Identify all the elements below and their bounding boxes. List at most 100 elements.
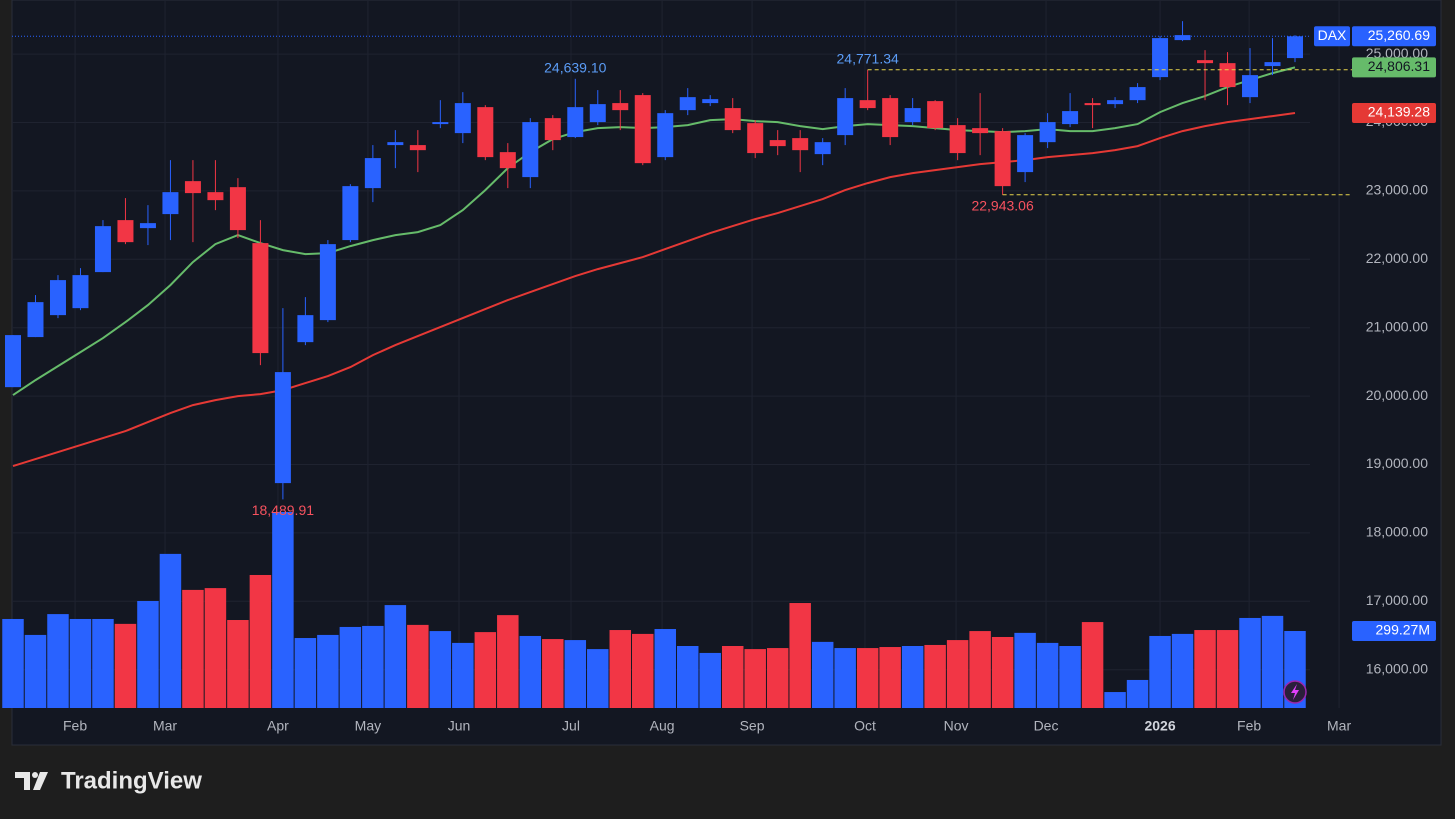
- volume-bar: [676, 645, 699, 708]
- volume-bar: [1216, 630, 1239, 708]
- x-tick-label: Jun: [448, 718, 471, 734]
- volume-bar: [901, 645, 924, 708]
- volume-bar: [474, 632, 497, 708]
- candle-body: [477, 107, 494, 158]
- volume-bar: [721, 645, 744, 708]
- volume-bar: [1171, 633, 1194, 708]
- volume-bar: [991, 636, 1014, 708]
- x-tick-label: May: [355, 718, 381, 734]
- volume-bar: [1194, 630, 1216, 708]
- candle-body: [409, 145, 426, 151]
- y-tick-label: 22,000.00: [1366, 250, 1428, 266]
- candle-body: [49, 280, 66, 316]
- volume-bar: [632, 633, 654, 708]
- candle-body: [1242, 75, 1259, 98]
- candle-body: [634, 95, 651, 164]
- last-price-tag: 25,260.69: [1368, 27, 1430, 43]
- candle-body: [342, 186, 359, 241]
- volume-bar: [1239, 617, 1261, 708]
- logo-shape: [15, 772, 30, 790]
- volume-bar: [69, 618, 92, 708]
- candle-body: [162, 192, 179, 215]
- y-tick-label: 25,000.00: [1366, 45, 1428, 61]
- brand-logo[interactable]: TradingView: [15, 767, 202, 794]
- volume-bar: [834, 648, 856, 708]
- y-tick-label: 21,000.00: [1366, 318, 1428, 334]
- x-tick-label: Mar: [153, 718, 177, 734]
- volume-bar: [92, 618, 114, 708]
- x-tick-label: Aug: [650, 718, 675, 734]
- volume-bar: [609, 630, 632, 708]
- volume-bar: [1014, 632, 1036, 708]
- symbol-tag: DAX: [1318, 27, 1347, 43]
- extreme-label: 24,771.34: [837, 50, 899, 66]
- candle-body: [387, 142, 404, 146]
- candle-body: [544, 118, 561, 141]
- candle-body: [1264, 62, 1281, 67]
- volume-bar: [339, 626, 362, 708]
- candle-body: [1017, 135, 1034, 173]
- candle-body: [837, 98, 854, 136]
- volume-bar: [249, 574, 272, 708]
- candle-body: [184, 181, 201, 194]
- candle-body: [1219, 63, 1236, 88]
- candle-body: [589, 104, 606, 123]
- candle-body: [612, 103, 629, 111]
- volume-bar: [362, 625, 384, 708]
- y-tick-label: 19,000.00: [1366, 455, 1428, 471]
- volume-bar: [1261, 615, 1284, 708]
- volume-bar: [564, 640, 587, 708]
- candle-body: [1197, 60, 1214, 64]
- volume-bar: [1081, 622, 1104, 708]
- volume-bar: [497, 615, 519, 708]
- candle-body: [1152, 38, 1169, 78]
- ma-value-tag-bg: [1352, 102, 1436, 123]
- ma-value-tag: 24,139.28: [1368, 104, 1430, 120]
- candle-body: [1039, 122, 1056, 143]
- candle-body: [994, 131, 1011, 187]
- candle-body: [1174, 35, 1191, 41]
- candle-body: [27, 302, 44, 338]
- candle-body: [207, 192, 224, 201]
- x-tick-label: Dec: [1034, 718, 1059, 734]
- volume-bar: [407, 624, 429, 708]
- volume-bar: [204, 588, 227, 708]
- candle-body: [117, 220, 134, 243]
- candle-body: [859, 100, 876, 109]
- candle-body: [274, 372, 291, 484]
- candle-body: [972, 128, 989, 134]
- candle-body: [927, 101, 944, 129]
- candle-body: [522, 122, 539, 178]
- volume-bar: [182, 589, 204, 708]
- candle-layer: [5, 21, 1303, 500]
- candle-body: [1107, 100, 1124, 105]
- volume-bar: [856, 648, 879, 708]
- volume-bar: [969, 631, 991, 708]
- y-tick-label: 16,000.00: [1366, 660, 1428, 676]
- candle-body: [814, 142, 831, 155]
- candle-body: [139, 223, 156, 229]
- candle-body: [5, 335, 21, 388]
- candle-body: [1287, 36, 1303, 59]
- last-price-tag-bg: [1352, 26, 1436, 47]
- volume-bar: [654, 629, 676, 708]
- volume-bar: [766, 648, 789, 708]
- volume-bar: [272, 511, 294, 708]
- ma-value-tag: 24,806.31: [1368, 58, 1430, 74]
- candle-body: [94, 226, 111, 273]
- x-tick-label: Mar: [1327, 718, 1351, 734]
- volume-bar: [114, 623, 137, 708]
- volume-bar: [317, 634, 339, 708]
- candle-body: [882, 98, 899, 138]
- y-tick-label: 23,000.00: [1366, 182, 1428, 198]
- x-tick-label: Jul: [562, 718, 580, 734]
- alert-bolt: [1291, 684, 1299, 700]
- volume-layer: [2, 511, 1306, 708]
- ma-value-tag-bg: [1352, 57, 1436, 78]
- volume-value-tag-bg: [1352, 621, 1436, 642]
- x-tick-label: Oct: [854, 718, 876, 734]
- volume-bar: [452, 642, 474, 708]
- candle-body: [297, 315, 314, 343]
- x-tick-label: 2026: [1144, 718, 1175, 734]
